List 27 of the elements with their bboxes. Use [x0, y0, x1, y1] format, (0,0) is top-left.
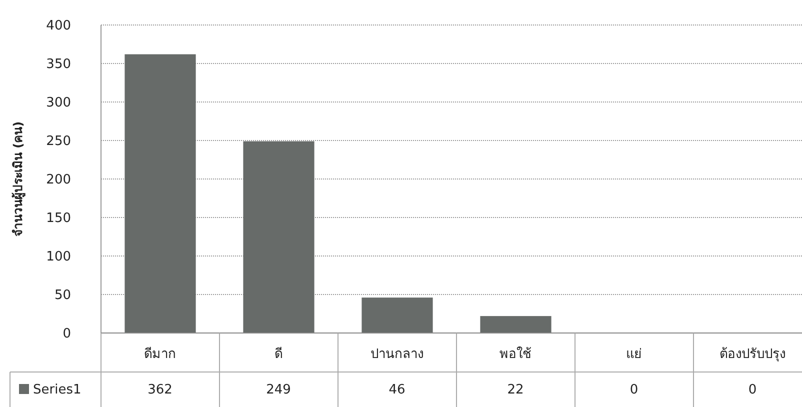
y-tick-label: 400	[46, 18, 71, 34]
data-label: 46	[388, 382, 406, 398]
bar	[124, 54, 196, 333]
x-tick-label: ปานกลาง	[370, 347, 424, 362]
x-tick-label: ดีมาก	[144, 346, 176, 362]
data-label: 0	[630, 382, 638, 398]
y-tick-label: 300	[46, 96, 71, 111]
bar	[243, 141, 314, 333]
data-label: 0	[748, 382, 757, 398]
x-tick-label: พอใช้	[500, 346, 532, 362]
x-tick-label: ดี	[274, 346, 282, 362]
bar	[480, 316, 552, 333]
bar	[362, 298, 433, 333]
x-tick-label: ต้องปรับปรุง	[720, 347, 786, 362]
y-tick-label: 200	[46, 172, 71, 188]
legend-label: Series1	[33, 382, 82, 398]
x-tick-label: แย่	[626, 347, 642, 362]
y-tick-label: 250	[46, 134, 71, 150]
y-axis-title: จำนวนผู้ประเมิน (คน)	[11, 121, 26, 237]
y-tick-label: 50	[54, 288, 71, 304]
y-tick-label: 350	[46, 57, 71, 72]
data-label: 22	[507, 382, 524, 398]
data-label: 362	[148, 382, 172, 398]
data-label: 249	[266, 382, 291, 398]
y-tick-label: 100	[46, 250, 71, 265]
y-tick-label: 0	[62, 326, 71, 342]
y-tick-label: 150	[46, 211, 71, 226]
